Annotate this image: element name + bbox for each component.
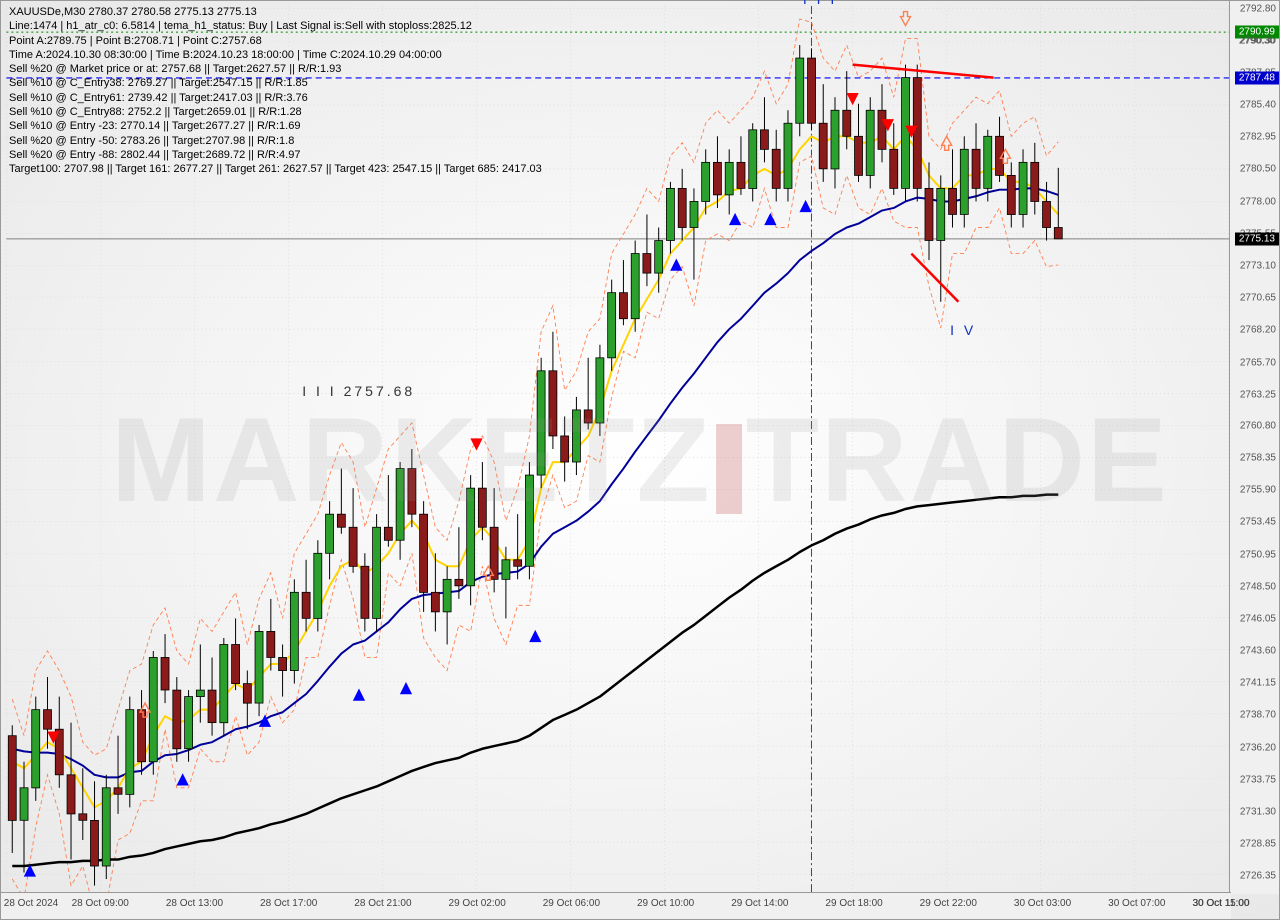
wave-label: I I I [803,0,837,7]
info-line: Sell %10 @ Entry -23: 2770.14 || Target:… [9,119,542,133]
y-tick-label: 2768.20 [1240,324,1276,335]
y-tick-label: 2738.70 [1240,710,1276,721]
info-line: Target100: 2707.98 || Target 161: 2677.2… [9,162,542,176]
x-tick-label: 29 Oct 10:00 [637,898,694,909]
y-tick-label: 2770.65 [1240,292,1276,303]
x-tick-label: 29 Oct 06:00 [543,898,600,909]
y-tick-label: 2760.80 [1240,421,1276,432]
y-tick-label: 2785.40 [1240,100,1276,111]
info-line: Sell %10 @ C_Entry88: 2752.2 || Target:2… [9,105,542,119]
y-tick-label: 2750.95 [1240,550,1276,561]
y-tick-label: 2755.90 [1240,485,1276,496]
x-tick-label: 28 Oct 2024 [4,898,58,909]
x-tick-label: 29 Oct 02:00 [449,898,506,909]
x-tick-label: 28 Oct 21:00 [354,898,411,909]
x-tick-label: 29 Oct 14:00 [731,898,788,909]
y-tick-label: 2763.25 [1240,389,1276,400]
info-line: Sell %20 @ Market price or at: 2757.68 |… [9,62,542,76]
x-tick-label: 30 Oct 07:00 [1108,898,1165,909]
y-tick-label: 2733.75 [1240,774,1276,785]
y-tick-label: 2743.60 [1240,646,1276,657]
y-tick-label: 2748.50 [1240,582,1276,593]
y-tick-label: 2728.85 [1240,838,1276,849]
wave-label: I I I 2757.68 [302,383,415,399]
y-tick-label: 2731.30 [1240,806,1276,817]
y-tick-label: 2778.00 [1240,196,1276,207]
info-line: Sell %10 @ C_Entry38: 2769.27 || Target:… [9,76,542,90]
info-line: Sell %20 @ Entry -50: 2783.26 || Target:… [9,134,542,148]
info-line: Sell %10 @ C_Entry61: 2739.42 || Target:… [9,91,542,105]
y-tick-label: 2773.10 [1240,260,1276,271]
y-tick-label: 2782.95 [1240,132,1276,143]
price-marker: 2775.13 [1235,233,1279,246]
y-tick-label: 2726.35 [1240,871,1276,882]
x-tick-label: 29 Oct 18:00 [825,898,882,909]
wave-label: I V [950,322,976,338]
info-line: Line:1474 | h1_atr_c0: 6.5814 | tema_h1_… [9,19,542,33]
info-line: Sell %20 @ Entry -88: 2802.44 || Target:… [9,148,542,162]
x-axis: 28 Oct 2024 28 Oct 09:00 28 Oct 13:00 28 Oc… [1,892,1231,919]
x-tick-label: 30 Oct 03:00 [1014,898,1071,909]
y-tick-label: 2765.70 [1240,357,1276,368]
chart-container: MARKETZTRADE XAUUSDe,M30 2780.37 2780.58… [0,0,1280,920]
y-tick-label: 2780.50 [1240,164,1276,175]
x-tick-label: 28 Oct 09:00 [72,898,129,909]
y-axis: 2792.802790.302787.852785.402782.952780.… [1229,1,1279,894]
x-tick-label: 30 Oct 15:00 [1192,898,1249,909]
x-tick-label: 29 Oct 22:00 [920,898,977,909]
info-panel: XAUUSDe,M30 2780.37 2780.58 2775.13 2775… [9,5,542,177]
y-tick-label: 2736.20 [1240,742,1276,753]
y-tick-label: 2753.45 [1240,517,1276,528]
info-line: Time A:2024.10.30 08:30:00 | Time B:2024… [9,48,542,62]
y-tick-label: 2746.05 [1240,614,1276,625]
y-tick-label: 2792.80 [1240,3,1276,14]
price-marker: 2790.30 [1235,35,1279,48]
price-marker: 2787.48 [1235,72,1279,85]
y-tick-label: 2758.35 [1240,453,1276,464]
info-line: XAUUSDe,M30 2780.37 2780.58 2775.13 2775… [9,5,542,19]
y-tick-label: 2741.15 [1240,678,1276,689]
info-line: Point A:2789.75 | Point B:2708.71 | Poin… [9,34,542,48]
x-tick-label: 28 Oct 13:00 [166,898,223,909]
x-tick-label: 28 Oct 17:00 [260,898,317,909]
